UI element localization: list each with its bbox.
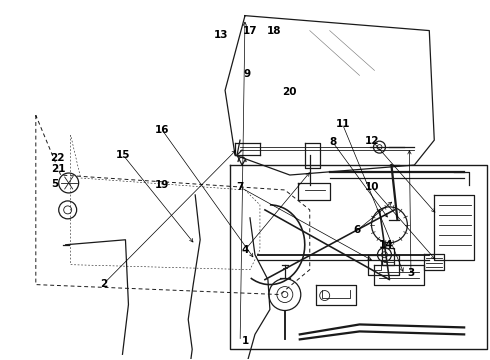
Text: 3: 3 (407, 268, 415, 278)
Text: 11: 11 (335, 120, 350, 129)
Text: 19: 19 (155, 180, 169, 190)
Text: 21: 21 (51, 164, 66, 174)
Text: 4: 4 (241, 245, 249, 255)
Text: 8: 8 (329, 138, 337, 147)
Text: 17: 17 (243, 26, 257, 36)
Text: 16: 16 (155, 125, 169, 135)
Text: 10: 10 (365, 182, 379, 192)
Text: 15: 15 (116, 150, 130, 160)
Text: 13: 13 (213, 30, 228, 40)
Text: 6: 6 (354, 225, 361, 235)
Text: 1: 1 (242, 336, 248, 346)
Text: 7: 7 (237, 182, 244, 192)
Text: 9: 9 (244, 69, 251, 79)
Text: 20: 20 (282, 87, 296, 97)
Text: 5: 5 (51, 179, 58, 189)
Text: 14: 14 (379, 239, 394, 249)
Text: 12: 12 (365, 136, 379, 145)
Text: 22: 22 (50, 153, 64, 163)
Text: 18: 18 (267, 26, 282, 36)
Text: 2: 2 (100, 279, 107, 289)
